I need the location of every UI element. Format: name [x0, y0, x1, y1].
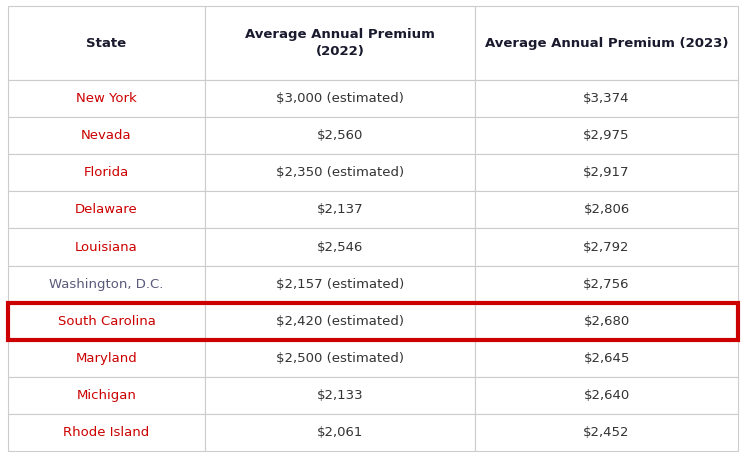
Bar [475, 80, 738, 117]
Text: $2,560: $2,560 [317, 129, 363, 142]
Text: $2,645: $2,645 [583, 352, 630, 365]
Bar [8, 303, 738, 340]
Bar [205, 266, 475, 303]
Text: $2,806: $2,806 [583, 203, 630, 217]
Text: Maryland: Maryland [75, 352, 137, 365]
Text: Nevada: Nevada [81, 129, 132, 142]
Bar [8, 191, 205, 228]
Text: $2,133: $2,133 [317, 389, 363, 402]
Text: $2,917: $2,917 [583, 166, 630, 180]
Text: State: State [87, 37, 127, 49]
Text: $2,756: $2,756 [583, 277, 630, 291]
Bar [475, 266, 738, 303]
Text: $2,500 (estimated): $2,500 (estimated) [276, 352, 404, 365]
Bar [475, 191, 738, 228]
Text: $2,452: $2,452 [583, 426, 630, 439]
Text: $2,061: $2,061 [317, 426, 363, 439]
Bar [205, 228, 475, 266]
Text: $2,137: $2,137 [317, 203, 363, 217]
Bar [8, 414, 205, 451]
Text: Louisiana: Louisiana [75, 240, 138, 254]
Bar [8, 154, 205, 191]
Text: Average Annual Premium
(2022): Average Annual Premium (2022) [245, 28, 435, 58]
Bar [475, 303, 738, 340]
Bar [475, 117, 738, 154]
Bar [475, 377, 738, 414]
Bar [205, 377, 475, 414]
Text: $2,546: $2,546 [317, 240, 363, 254]
Text: New York: New York [76, 92, 137, 105]
Bar [475, 340, 738, 377]
Bar [205, 414, 475, 451]
Bar [475, 6, 738, 80]
Text: Washington, D.C.: Washington, D.C. [49, 277, 163, 291]
Text: Average Annual Premium (2023): Average Annual Premium (2023) [485, 37, 728, 49]
Text: Delaware: Delaware [75, 203, 138, 217]
Bar [8, 228, 205, 266]
Text: $2,792: $2,792 [583, 240, 630, 254]
Text: $2,680: $2,680 [583, 315, 630, 328]
Bar [205, 191, 475, 228]
Text: $2,157 (estimated): $2,157 (estimated) [276, 277, 404, 291]
Bar [475, 154, 738, 191]
Text: $3,000 (estimated): $3,000 (estimated) [276, 92, 404, 105]
Bar [205, 80, 475, 117]
Bar [205, 340, 475, 377]
Bar [8, 6, 205, 80]
Bar [205, 117, 475, 154]
Text: $2,975: $2,975 [583, 129, 630, 142]
Bar [8, 377, 205, 414]
Text: Rhode Island: Rhode Island [63, 426, 150, 439]
Bar [475, 414, 738, 451]
Bar [475, 228, 738, 266]
Text: South Carolina: South Carolina [57, 315, 155, 328]
Text: Michigan: Michigan [77, 389, 137, 402]
Bar [8, 303, 205, 340]
Text: Florida: Florida [84, 166, 129, 180]
Bar [8, 117, 205, 154]
Text: $3,374: $3,374 [583, 92, 630, 105]
Bar [8, 266, 205, 303]
Bar [205, 154, 475, 191]
Bar [205, 6, 475, 80]
Text: $2,350 (estimated): $2,350 (estimated) [276, 166, 404, 180]
Text: $2,420 (estimated): $2,420 (estimated) [276, 315, 404, 328]
Bar [205, 303, 475, 340]
Bar [8, 80, 205, 117]
Bar [8, 340, 205, 377]
Text: $2,640: $2,640 [583, 389, 630, 402]
